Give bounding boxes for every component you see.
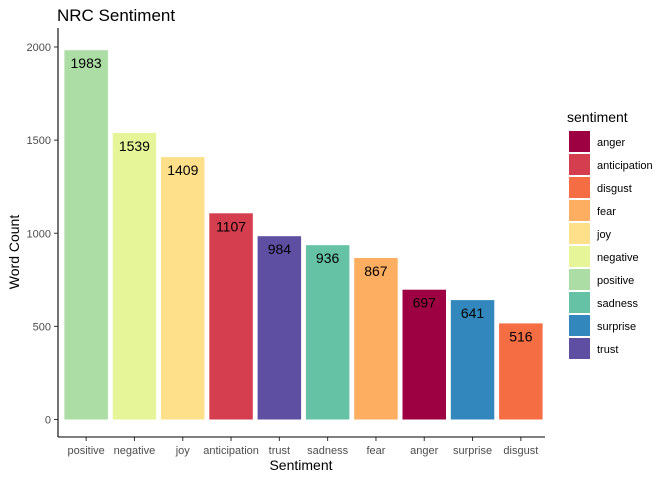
legend-label-fear: fear [597, 206, 616, 218]
legend-key-sadness [569, 292, 590, 313]
y-tick-label-1500: 1500 [27, 135, 51, 147]
x-tick-label-anticipation: anticipation [203, 445, 259, 457]
bar-trust [257, 236, 302, 420]
legend-label-positive: positive [597, 275, 634, 287]
bar-joy [161, 157, 205, 420]
legend-key-anticipation [569, 154, 590, 175]
data-label-trust: 984 [268, 241, 292, 257]
bar-surprise [450, 300, 495, 420]
x-tick-label-negative: negative [114, 445, 156, 457]
legend-key-anger [569, 131, 590, 152]
x-tick-label-joy: joy [175, 445, 191, 457]
x-axis: positive negative joy anticipation trust sadn… [58, 436, 545, 457]
legend-label-anticipation: anticipation [597, 160, 653, 172]
legend-label-trust: trust [597, 344, 618, 356]
x-tick-label-disgust: disgust [503, 445, 538, 457]
legend-label-surprise: surprise [597, 321, 636, 333]
legend-key-positive [569, 269, 590, 290]
legend-label-negative: negative [597, 252, 639, 264]
legend-label-anger: anger [597, 137, 625, 149]
legend-title: sentiment [567, 109, 628, 125]
x-tick-label-sadness: sadness [307, 445, 348, 457]
bar-anticipation [209, 213, 253, 420]
y-tick-label-0: 0 [45, 415, 51, 427]
legend-key-trust [569, 338, 590, 359]
x-tick-label-surprise: surprise [453, 445, 492, 457]
bar-sadness [305, 245, 350, 420]
data-label-anticipation: 1107 [216, 218, 246, 234]
bar-anger [402, 289, 446, 420]
x-tick-label-positive: positive [68, 445, 105, 457]
bar-negative [112, 132, 157, 420]
bars-group: 1983 1539 1409 1107 984 936 867 697 641 516 [64, 50, 543, 420]
data-label-anger: 697 [413, 295, 437, 311]
legend-key-joy [569, 223, 590, 244]
bar-positive [64, 50, 108, 420]
x-axis-title: Sentiment [269, 457, 332, 473]
data-label-sadness: 936 [316, 250, 340, 266]
x-tick-label-fear: fear [366, 445, 385, 457]
chart-title: NRC Sentiment [57, 6, 175, 25]
y-axis-title: Word Count [6, 215, 22, 290]
legend-key-disgust [569, 177, 590, 198]
data-label-surprise: 641 [461, 305, 485, 321]
legend-key-fear [569, 200, 590, 221]
legend-label-disgust: disgust [597, 183, 632, 195]
legend-key-negative [569, 246, 590, 267]
bar-disgust [499, 323, 543, 420]
x-tick-label-trust: trust [269, 445, 290, 457]
legend-key-surprise [569, 315, 590, 336]
data-label-negative: 1539 [119, 138, 150, 154]
x-tick-label-anger: anger [410, 445, 438, 457]
data-label-joy: 1409 [167, 162, 198, 178]
legend-label-sadness: sadness [597, 298, 638, 310]
y-tick-label-2000: 2000 [27, 42, 51, 54]
y-axis: 0 500 1000 1500 2000 [27, 28, 59, 437]
y-tick-label-1000: 1000 [27, 228, 51, 240]
legend: anger anticipation disgust fear joy negative p… [569, 131, 653, 359]
data-label-positive: 1983 [71, 55, 102, 71]
legend-label-joy: joy [596, 229, 612, 241]
data-label-disgust: 516 [509, 328, 533, 344]
bar-fear [354, 258, 398, 420]
data-label-fear: 867 [364, 263, 388, 279]
y-tick-label-500: 500 [33, 321, 51, 333]
